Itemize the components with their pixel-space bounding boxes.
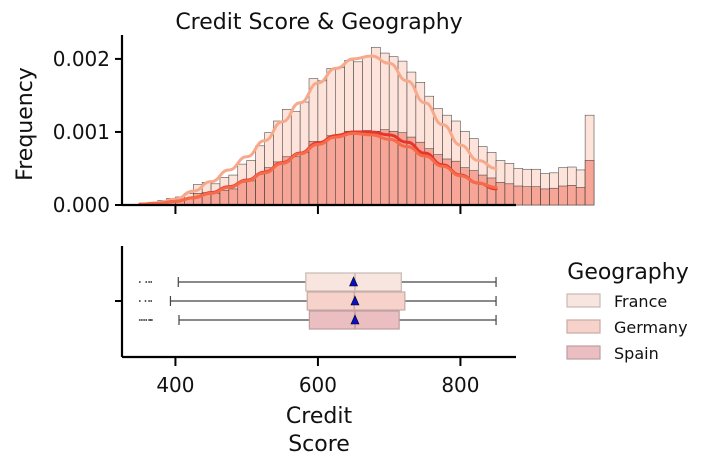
histogram-bar-inner: [299, 152, 310, 206]
histogram-bar-inner: [460, 167, 470, 206]
histogram-bar-inner: [210, 193, 221, 206]
outlier-point: [141, 319, 143, 321]
histogram-bar-inner: [308, 141, 319, 206]
mean-marker: [350, 295, 360, 306]
histogram-bar-inner: [451, 160, 461, 206]
histogram-bar-inner: [237, 182, 247, 206]
boxplot-panel: 400 600 800 Credit Score: [115, 246, 516, 457]
histogram-bar-inner: [567, 185, 577, 206]
y-tick-label: 0.001: [53, 120, 110, 144]
histogram-bar-inner: [362, 130, 372, 206]
histogram-bar-inner: [326, 135, 336, 206]
histogram-bar-inner: [531, 186, 541, 206]
x-tick-label: 800: [441, 373, 479, 397]
boxplots: [138, 272, 497, 330]
chart-title: Credit Score & Geography: [175, 10, 462, 35]
histogram-bar-inner: [495, 182, 506, 206]
y-tick-label: 0.002: [53, 47, 110, 71]
legend-title: Geography: [567, 260, 688, 285]
mean-marker: [349, 276, 359, 287]
outlier-point: [138, 281, 141, 283]
histogram-bar-inner: [219, 190, 230, 206]
histogram-bar-inner: [540, 188, 550, 206]
histogram-bar-inner: [335, 134, 345, 206]
legend-label-france: France: [614, 292, 667, 311]
legend-swatch-spain: [566, 345, 601, 360]
outlier-point: [145, 281, 148, 283]
boxplot-france: [138, 272, 497, 292]
legend: Geography France Germany Spain: [566, 260, 689, 363]
y-tick-label: 0.000: [53, 193, 110, 217]
histogram-bar-inner: [558, 185, 568, 206]
x-axis-label-line1: Credit: [286, 404, 353, 429]
outlier-point: [148, 300, 150, 302]
outlier-point: [149, 319, 152, 321]
histogram-bar-inner: [371, 130, 381, 206]
histogram-panel: Credit Score & Geography Frequency 0.000…: [13, 10, 595, 217]
histogram-bar-inner: [353, 133, 363, 206]
histogram-bar-inner: [228, 188, 239, 206]
y-axis-label: Frequency: [13, 67, 38, 181]
outlier-point: [143, 319, 145, 321]
kde-line: [138, 54, 498, 206]
boxplot-germany: [138, 291, 497, 311]
histogram-bar-inner: [513, 185, 524, 206]
histogram-bar-inner: [317, 141, 328, 206]
kde-line: [138, 131, 498, 206]
outlier-point: [138, 300, 141, 302]
histogram-bar-inner: [549, 187, 559, 206]
histogram-axes: 0.000 0.001 0.002: [53, 35, 516, 217]
outlier-point: [144, 300, 147, 302]
histogram-bar-inner: [255, 174, 265, 206]
histogram-bar-inner: [344, 130, 354, 206]
outlier-point: [150, 281, 153, 283]
histogram-bar-inner: [290, 156, 301, 206]
mean-marker: [350, 314, 360, 325]
outlier-point: [148, 281, 150, 283]
boxplot-spain: [138, 310, 497, 330]
histogram-bar-inner: [584, 160, 595, 206]
x-tick-label: 600: [299, 373, 337, 397]
legend-swatch-germany: [566, 319, 601, 334]
outlier-point: [148, 319, 150, 321]
histogram-bar-inner: [477, 174, 488, 206]
legend-label-spain: Spain: [614, 344, 659, 363]
histogram-bar-inner: [486, 177, 497, 206]
x-tick-label: 400: [156, 373, 194, 397]
boxplot-axes: 400 600 800: [115, 246, 516, 397]
histogram-bar-inner: [522, 186, 532, 206]
histogram-bar-inner: [469, 170, 479, 206]
histogram-bar-inner: [246, 180, 256, 206]
kde-curves: [138, 54, 498, 206]
histogram-bar-inner: [575, 187, 586, 206]
histogram-bar-inner: [504, 183, 515, 206]
outlier-point: [150, 300, 153, 302]
x-axis-label-line2: Score: [288, 432, 350, 457]
outlier-point: [151, 319, 153, 321]
legend-swatch-france: [566, 293, 601, 308]
histogram-bar-inner: [380, 129, 390, 206]
outlier-point: [138, 319, 141, 321]
legend-label-germany: Germany: [614, 318, 688, 337]
outlier-point: [145, 319, 148, 321]
